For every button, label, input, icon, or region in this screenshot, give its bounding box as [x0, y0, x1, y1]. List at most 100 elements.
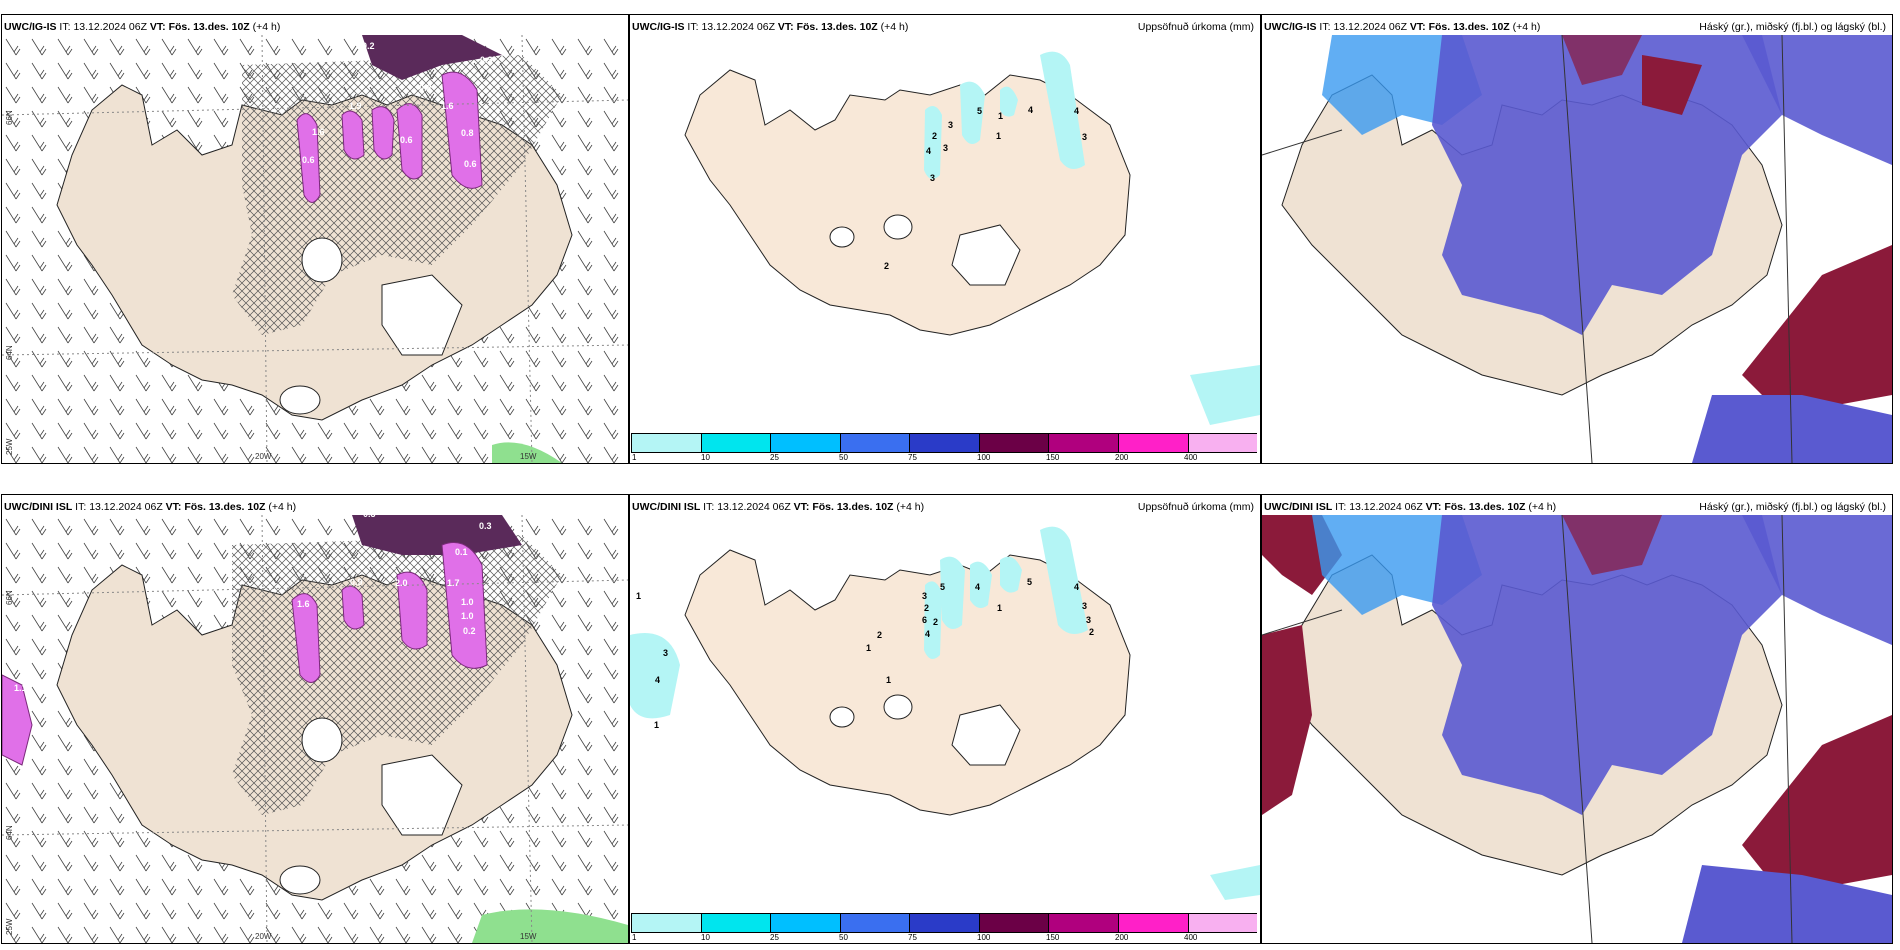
lon-line [261, 515, 268, 943]
colorbar-segment [978, 914, 1049, 932]
colorbar-tick: 150 [1046, 933, 1060, 942]
precip-area [630, 633, 680, 719]
precip-label: 2 [924, 603, 930, 613]
colorbar-segment [770, 914, 840, 932]
precip-label: 4 [925, 629, 931, 639]
colorbar-segment [700, 914, 771, 932]
lat-label: 66N [5, 590, 14, 605]
snow-label: 1.6 [297, 599, 310, 609]
colorbar-segment [839, 434, 910, 452]
precip-map-svg [630, 526, 1260, 900]
precip-area [924, 106, 942, 179]
snow-label: 1.0 [461, 611, 474, 621]
precip-label: 3 [922, 591, 928, 601]
glacier [951, 704, 1021, 766]
snow-label: 1.7 [447, 578, 460, 588]
colorbar-tick: 400 [1184, 453, 1198, 462]
cloud-mid [1742, 515, 1892, 645]
green-area [472, 909, 628, 943]
map-wind-snow [2, 35, 628, 463]
panel-title: UWC/DINI ISL IT: 13.12.2024 06Z VT: Fös.… [1264, 501, 1557, 513]
precip-area [1040, 526, 1088, 634]
precip-area [960, 81, 985, 144]
glacier [829, 706, 855, 728]
colorbar-segment [1187, 434, 1258, 452]
colorbar-segment [1048, 914, 1118, 932]
lat-line [2, 344, 628, 356]
wind-map-svg [2, 35, 628, 463]
lat-label: 64N [5, 345, 14, 360]
iceland-land [684, 549, 1131, 816]
panel-wind-snow-dini: UWC/DINI ISL IT: 13.12.2024 06Z VT: Fös.… [1, 494, 629, 944]
panel-precip-dini: UWC/DINI ISL IT: 13.12.2024 06Z VT: Fös.… [629, 494, 1261, 944]
colorbar-segment [978, 434, 1049, 452]
clouds-map-svg [1262, 515, 1892, 943]
panel-clouds-dini: UWC/DINI ISL IT: 13.12.2024 06Z VT: Fös.… [1261, 494, 1893, 944]
glacier-1 [301, 237, 343, 283]
glacier-3 [279, 865, 321, 895]
snow-label: 1.1 [14, 683, 27, 693]
cloud-high [1262, 625, 1312, 815]
cloud-high [1562, 35, 1642, 85]
precip-area [924, 581, 942, 659]
snow-label: 1.9 [349, 101, 362, 111]
precip-label: 4 [1074, 582, 1080, 592]
lat-label: 64N [5, 825, 14, 840]
colorbar-tick: 75 [908, 933, 917, 942]
lon-label: 20W [255, 932, 272, 941]
snow-label: 1.6 [312, 127, 325, 137]
colorbar-tick: 1 [632, 453, 637, 462]
precip-map-svg [684, 51, 1260, 425]
precip-area [1210, 865, 1260, 900]
glacier [951, 224, 1021, 286]
lat-line [2, 824, 628, 836]
colorbar-tick: 50 [839, 453, 848, 462]
colorbar-tick: 25 [770, 933, 779, 942]
precip-label: 4 [655, 675, 661, 685]
cloud-high [1742, 715, 1892, 895]
precip-label: 4 [1028, 105, 1034, 115]
precip-area [1040, 51, 1085, 169]
map-precip [630, 35, 1260, 463]
map-precip [630, 515, 1260, 943]
clouds-map-svg [1262, 35, 1892, 463]
snow-label: 0.8 [461, 128, 474, 138]
colorbar-segment [631, 914, 701, 932]
lat-label: 66N [5, 110, 14, 125]
precip-label: 1 [866, 643, 872, 653]
snow-band-3 [396, 103, 423, 180]
colorbar-segment [1117, 434, 1188, 452]
snow-label: 1.6 [441, 101, 454, 111]
precip-label: 1 [998, 111, 1004, 121]
precip-label: 3 [1082, 601, 1088, 611]
snow-label: 2.0 [395, 578, 408, 588]
panel-title: UWC/IG-IS IT: 13.12.2024 06Z VT: Fös. 13… [632, 21, 909, 33]
map-clouds [1262, 35, 1892, 463]
glacier [883, 694, 913, 720]
snow-band-4 [441, 71, 483, 189]
glacier [829, 226, 855, 248]
boundary-line [1781, 35, 1793, 463]
colorbar-segment [909, 434, 979, 452]
panel-clouds-igis: UWC/IG-IS IT: 13.12.2024 06Z VT: Fös. 13… [1261, 14, 1893, 464]
colorbar-ticks: 1 10 25 50 75 100 150 200 400 [631, 933, 1257, 943]
glacier-2 [381, 754, 463, 836]
precip-label: 2 [884, 261, 890, 271]
colorbar-tick: 200 [1115, 453, 1129, 462]
precip-label: 5 [1027, 577, 1033, 587]
precip-label: 3 [1082, 132, 1088, 142]
panel-title: UWC/IG-IS IT: 13.12.2024 06Z VT: Fös. 13… [1264, 21, 1541, 33]
colorbar-segment [909, 914, 979, 932]
colorbar-segment [770, 434, 840, 452]
colorbar-tick: 100 [977, 933, 991, 942]
snow-band-5 [371, 106, 395, 160]
colorbar [631, 913, 1258, 933]
glacier [883, 214, 913, 240]
colorbar-tick: 200 [1115, 933, 1129, 942]
wind-map-svg [2, 515, 628, 943]
precip-label: 3 [663, 648, 669, 658]
precip-label: 1 [996, 131, 1002, 141]
snow-label: 0.6 [302, 155, 315, 165]
precip-area [970, 561, 992, 609]
precip-label: 1 [997, 603, 1003, 613]
